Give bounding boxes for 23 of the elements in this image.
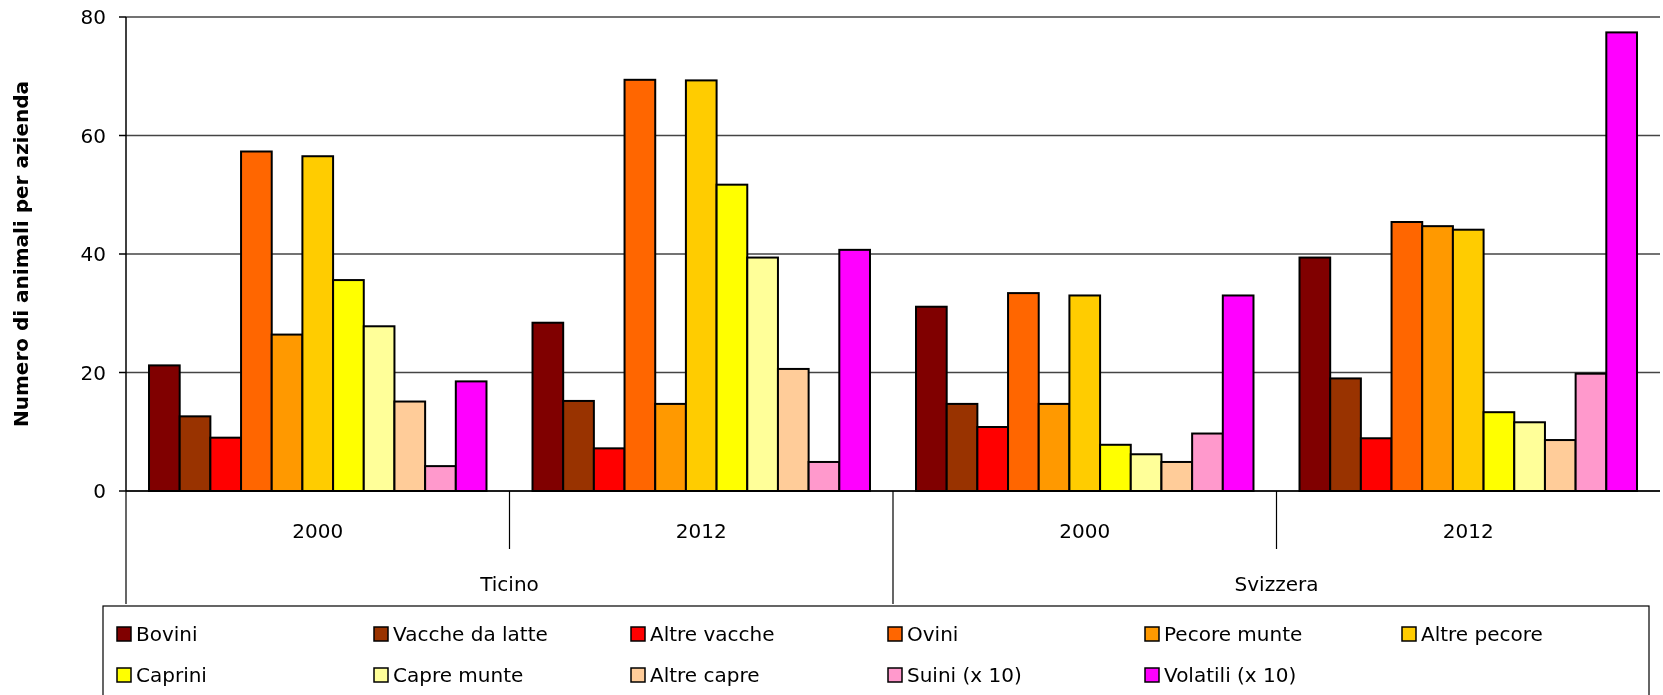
y-tick-label: 40 [80, 242, 106, 266]
legend-label: Bovini [136, 622, 198, 646]
legend-label: Pecore munte [1164, 622, 1303, 646]
legend-label: Altre pecore [1421, 622, 1543, 646]
legend-label: Altre capre [650, 663, 760, 687]
y-tick-label: 60 [80, 123, 106, 148]
legend-label: Ovini [907, 622, 959, 646]
text: Svizzera [1234, 572, 1319, 596]
x-tick-label: 2000 [1059, 519, 1111, 543]
legend-label: Caprini [136, 663, 207, 687]
legend-label: Suini (x 10) [907, 663, 1022, 687]
text: Ticino [479, 572, 539, 596]
y-tick-label: 0 [93, 479, 106, 503]
y-tick-label: 20 [80, 360, 106, 385]
x-tick-label: 2012 [675, 519, 727, 543]
y-axis-title: Numero di animali per azienda [9, 81, 33, 427]
legend-label: Capre munte [393, 663, 524, 687]
x-tick-label: 2012 [1442, 519, 1494, 543]
legend-label: Altre vacche [650, 622, 775, 646]
legend-label: Volatili (x 10) [1164, 663, 1297, 687]
y-tick-label: 80 [80, 5, 106, 29]
x-tick-label: 2000 [292, 519, 344, 543]
legend-label: Vacche da latte [393, 622, 548, 646]
